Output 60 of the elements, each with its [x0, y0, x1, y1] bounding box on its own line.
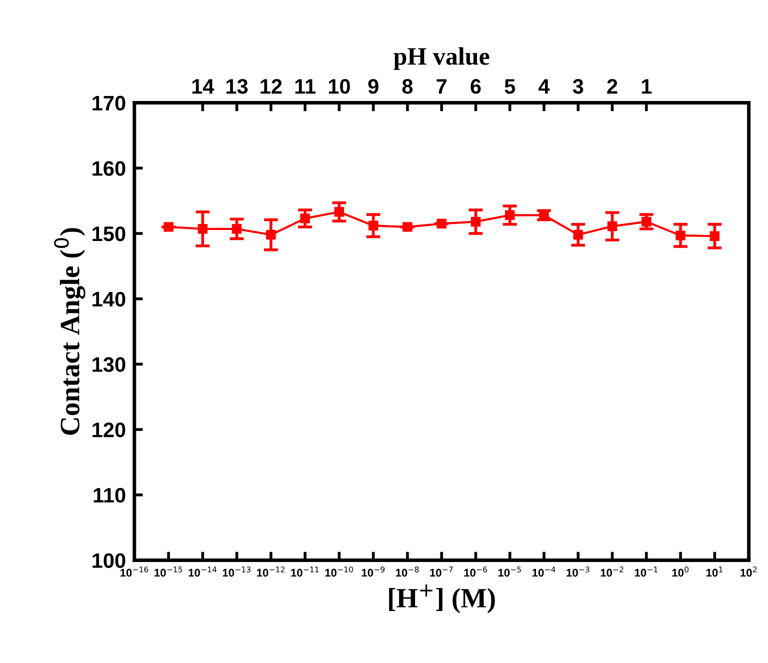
- x-tick-label: 10$^{−3}$: [566, 566, 590, 577]
- x2-tick-label: 8: [402, 79, 413, 94]
- x-tick-label: 10$^{−11}$: [291, 566, 319, 577]
- point: [505, 210, 515, 220]
- point: [676, 230, 686, 240]
- x-tick-label: 10$^{−14}$: [188, 566, 216, 577]
- y-tick-label: 150: [92, 226, 126, 242]
- y-tick-label: 170: [92, 96, 126, 111]
- x-tick-label: 10$^{−10}$: [325, 566, 353, 577]
- y-tick-label: 160: [92, 161, 126, 176]
- x-tick-label: 10$^{−8}$: [396, 566, 419, 577]
- y-tick-label: 130: [92, 357, 126, 372]
- x2-tick-label: 14: [192, 79, 214, 94]
- point: [642, 216, 652, 227]
- y-tick-label: 110: [94, 488, 126, 503]
- x2-tick-label: 12: [260, 79, 282, 94]
- point: [232, 224, 242, 234]
- x2-tick-label: 10: [328, 79, 350, 94]
- x-tick-label: 10$^{−9}$: [362, 566, 385, 577]
- x2-tick-label: 1: [642, 79, 652, 94]
- point: [573, 230, 583, 240]
- x2-tick-label: 13: [226, 79, 248, 94]
- x2-tick-label: 6: [470, 79, 481, 94]
- x-tick-label: 10$^{2}$: [740, 566, 757, 577]
- point: [300, 214, 310, 224]
- x2-tick-label: 3: [572, 79, 584, 94]
- x-tick-label: 10$^{−7}$: [430, 566, 453, 577]
- x2-tick-label: 4: [538, 79, 550, 94]
- y-tick-label: 140: [92, 292, 126, 307]
- point: [470, 216, 481, 227]
- x2-tick-label: 9: [368, 79, 378, 94]
- x-tick-label: 10$^{−4}$: [532, 566, 556, 577]
- point: [436, 218, 446, 229]
- y-tick-label: 120: [92, 422, 126, 438]
- x-tick-label: 10$^{−16}$: [120, 566, 148, 577]
- point: [334, 207, 344, 217]
- point: [607, 221, 618, 232]
- x-tick-label: 10$^{−13}$: [222, 566, 250, 577]
- point: [198, 224, 208, 234]
- point: [402, 222, 412, 232]
- x2-tick-label: 11: [295, 79, 316, 94]
- x-tick-label: 10$^{−15}$: [154, 566, 182, 577]
- x2-tick-label: 2: [607, 79, 618, 94]
- y-axis-title: Contact Angle ($^{0}$): [54, 228, 86, 435]
- x-tick-label: 10$^{0}$: [672, 566, 689, 577]
- x-tick-label: 10$^{−1}$: [634, 566, 658, 577]
- x-axis-title: [H$^{+}$] (M): [389, 584, 495, 614]
- x-tick-label: 10$^{−6}$: [464, 566, 488, 577]
- point: [368, 220, 378, 230]
- x-tick-label: 10$^{−12}$: [257, 566, 284, 577]
- x2-axis-title: pH value: [394, 47, 490, 70]
- point: [710, 231, 720, 241]
- x2-tick-label: 7: [436, 79, 446, 94]
- x-tick-label: 10$^{−2}$: [600, 566, 624, 577]
- x2-tick-label: 5: [504, 79, 516, 94]
- y-tick-label: 100: [92, 553, 126, 568]
- x-tick-label: 10$^{1}$: [706, 566, 722, 577]
- point: [164, 222, 174, 232]
- point: [266, 230, 276, 240]
- x-tick-label: 10$^{−5}$: [498, 566, 521, 577]
